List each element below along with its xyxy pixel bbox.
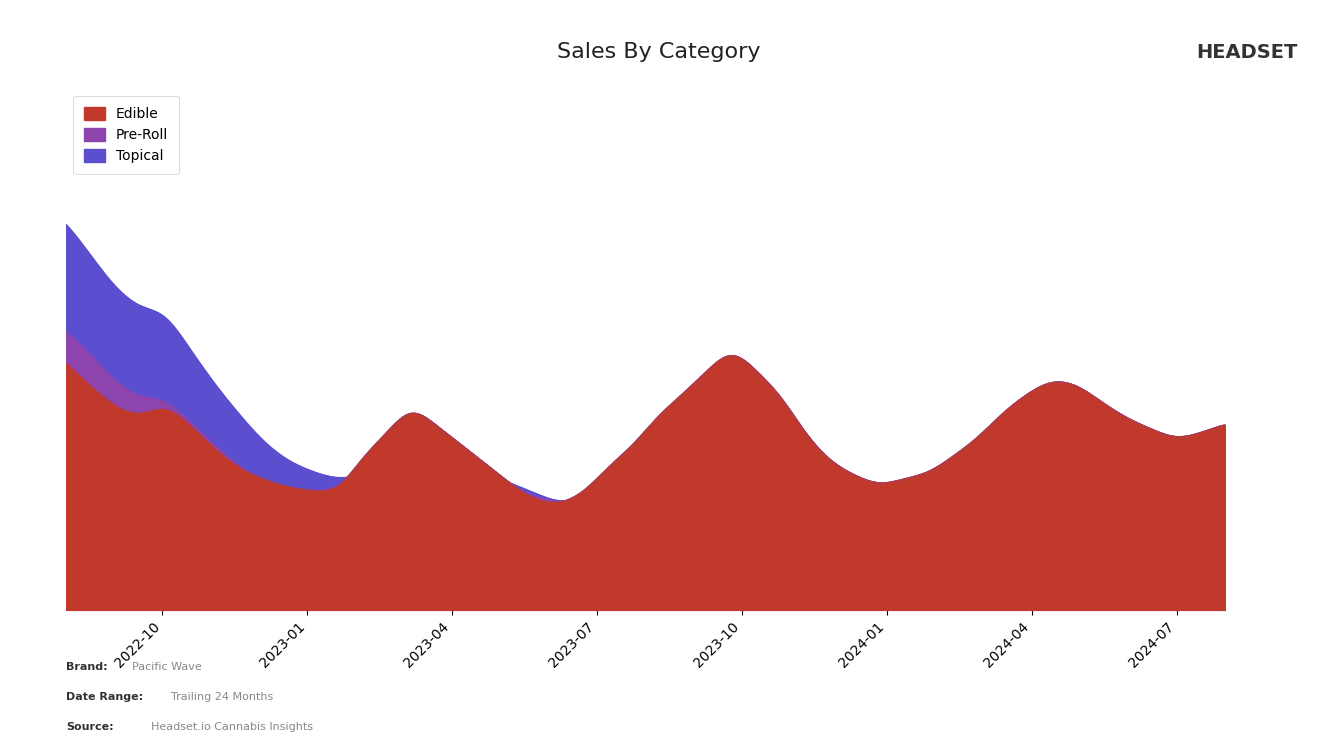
Text: Headset.io Cannabis Insights: Headset.io Cannabis Insights xyxy=(151,722,313,731)
Text: Pacific Wave: Pacific Wave xyxy=(132,662,202,672)
Text: Trailing 24 Months: Trailing 24 Months xyxy=(171,692,274,702)
Text: Sales By Category: Sales By Category xyxy=(557,42,760,62)
Text: Brand:: Brand: xyxy=(66,662,108,672)
Text: Date Range:: Date Range: xyxy=(66,692,144,702)
Text: HEADSET: HEADSET xyxy=(1196,42,1297,62)
Legend: Edible, Pre-Roll, Topical: Edible, Pre-Roll, Topical xyxy=(72,96,179,174)
Text: Source:: Source: xyxy=(66,722,113,731)
